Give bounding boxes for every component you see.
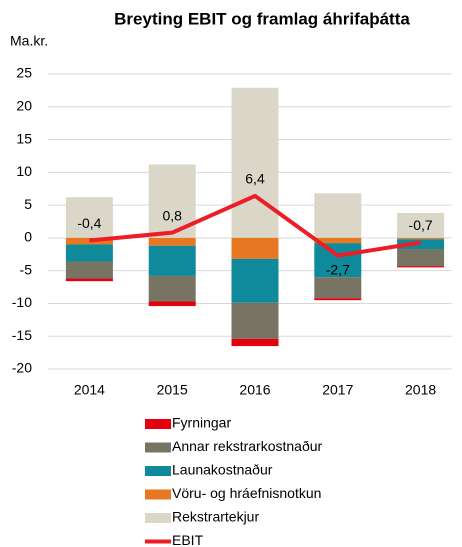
bar-segment	[397, 212, 445, 238]
bar-segment	[65, 244, 113, 262]
x-tick-label: 2014	[74, 382, 105, 398]
legend-label: EBIT	[172, 532, 204, 547]
legend-label: Fyrningar	[172, 415, 231, 431]
bar-segment	[148, 237, 196, 246]
x-tick-label: 2015	[157, 382, 188, 398]
bar-segment	[65, 197, 113, 238]
y-axis-label: Ma.kr.	[10, 33, 48, 49]
bar-segment	[148, 301, 196, 307]
line	[89, 193, 421, 258]
legend-label: Annar rekstrarkostnaður	[172, 438, 323, 454]
x-tick-label: 2018	[405, 382, 436, 398]
y-tick-label: -5	[20, 261, 33, 277]
y-tick-label: -20	[12, 360, 32, 376]
bar-segment	[231, 87, 279, 238]
bar-segment	[314, 277, 362, 299]
y-tick-label: -10	[12, 294, 32, 310]
bar-segment	[231, 258, 279, 303]
bar-segment	[314, 298, 362, 301]
bar-segment	[314, 237, 362, 244]
legend-swatch	[145, 442, 171, 453]
y-tick-label: 25	[16, 65, 32, 81]
y-tick-label: 10	[16, 163, 32, 179]
x-tick-label: 2016	[239, 382, 270, 398]
bar-segment	[397, 249, 445, 267]
data-label: 0,8	[162, 207, 182, 223]
bar-segment	[314, 193, 362, 238]
data-label: -2,7	[326, 261, 350, 277]
bar-segment	[231, 302, 279, 339]
bar-segment	[65, 278, 113, 282]
legend-swatch	[145, 419, 171, 429]
data-label: -0,7	[409, 217, 433, 233]
bar-segment	[397, 266, 445, 268]
bar-segment	[65, 261, 113, 279]
data-label: -0,4	[77, 215, 101, 231]
y-tick-label: 15	[16, 130, 32, 146]
y-tick-label: -15	[12, 327, 32, 343]
bar-segment	[231, 338, 279, 347]
bar-segment	[65, 237, 113, 245]
bar-segment	[148, 245, 196, 276]
x-tick-label: 2017	[322, 382, 353, 398]
legend-label: Vöru- og hráefnisnotkun	[172, 485, 321, 501]
legend-swatch	[145, 466, 171, 476]
bar-segment	[148, 275, 196, 302]
legend-swatch	[145, 489, 171, 500]
y-tick-label: 20	[16, 97, 32, 113]
legend-swatch	[145, 513, 171, 523]
bar-segment	[231, 237, 279, 259]
legend-label: Launakostnaður	[172, 462, 273, 478]
y-tick-label: 5	[24, 196, 32, 212]
y-tick-label: 0	[24, 229, 32, 245]
legend-label: Rekstrartekjur	[172, 509, 259, 525]
chart-title: Breyting EBIT og framlag áhrifaþátta	[114, 9, 410, 28]
bar-segment	[314, 243, 362, 278]
data-label: 6,4	[245, 171, 265, 187]
bar-segment	[397, 237, 445, 240]
